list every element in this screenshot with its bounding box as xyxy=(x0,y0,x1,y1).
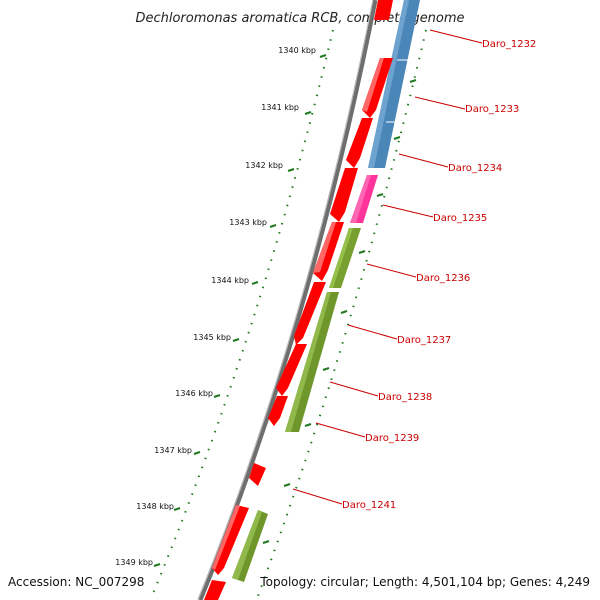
tick-label: 1343 kbp xyxy=(229,218,267,227)
tick-mark xyxy=(269,224,277,228)
tick-label: 1349 kbp xyxy=(115,558,153,567)
olive-feature-band-lower xyxy=(232,510,268,582)
tick-mark xyxy=(251,281,259,285)
gene-label-daro-1232[interactable]: Daro_1232 xyxy=(482,39,536,50)
tick-label: 1340 kbp xyxy=(278,46,316,55)
gene-labels: Daro_1232 Daro_1233 Daro_1234 Daro_1235 … xyxy=(292,29,536,511)
blue-feature-band xyxy=(368,0,420,168)
tick-label: 1345 kbp xyxy=(193,333,231,342)
gene-label-daro-1233[interactable]: Daro_1233 xyxy=(465,104,519,115)
tick-mark xyxy=(193,451,201,455)
gene-label-daro-1235[interactable]: Daro_1235 xyxy=(433,213,487,224)
tick-mark xyxy=(304,111,312,115)
olive-feature-band-upper xyxy=(285,228,361,432)
gene-label-daro-1236[interactable]: Daro_1236 xyxy=(416,273,470,284)
gene-label-daro-1238[interactable]: Daro_1238 xyxy=(378,392,432,403)
gene-label-daro-1241[interactable]: Daro_1241 xyxy=(342,500,396,511)
kbp-ticks: 1340 kbp 1341 kbp 1342 kbp 1343 kbp 1344… xyxy=(115,46,327,567)
outer-dotted-scale xyxy=(151,29,334,597)
topology-text: Topology: circular; Length: 4,501,104 bp… xyxy=(259,575,590,589)
accession-text: Accession: NC_007298 xyxy=(8,575,144,589)
tick-mark xyxy=(153,563,161,567)
inner-dotted-scale xyxy=(257,29,427,597)
forward-genes xyxy=(204,0,393,600)
tick-label: 1342 kbp xyxy=(245,161,283,170)
tick-label: 1348 kbp xyxy=(136,502,174,511)
tick-mark xyxy=(287,168,295,172)
inner-ticks xyxy=(262,79,417,544)
tick-label: 1346 kbp xyxy=(175,389,213,398)
tick-label: 1344 kbp xyxy=(211,276,249,285)
gene-label-daro-1237[interactable]: Daro_1237 xyxy=(397,335,451,346)
tick-mark xyxy=(213,394,221,398)
gene-label-daro-1239[interactable]: Daro_1239 xyxy=(365,433,419,444)
tick-label: 1341 kbp xyxy=(261,103,299,112)
gene-label-daro-1234[interactable]: Daro_1234 xyxy=(448,163,502,174)
tick-mark xyxy=(173,507,181,511)
tick-mark xyxy=(319,54,327,58)
tick-mark xyxy=(232,338,240,342)
tick-label: 1347 kbp xyxy=(154,446,192,455)
